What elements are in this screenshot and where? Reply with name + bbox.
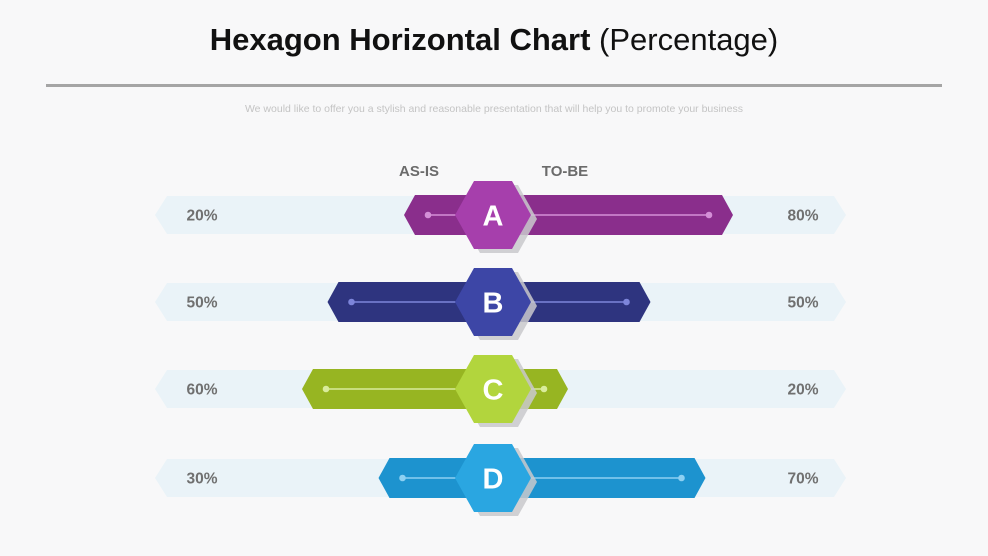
page-title: Hexagon Horizontal Chart (Percentage) [0,22,988,58]
to-be-value-d: 70% [787,471,818,488]
to-be-value-a: 80% [787,208,818,225]
to-be-dot-d [678,474,685,482]
to-be-value-b: 50% [787,295,818,312]
hexagon-b [455,268,531,336]
page-title-main: Hexagon Horizontal Chart [209,22,591,57]
hexagon-a [455,181,531,249]
as-is-dot-b [348,298,355,306]
as-is-value-d: 30% [186,471,217,488]
category-label-c: C [483,375,504,407]
as-is-value-b: 50% [186,295,217,312]
page-title-suffix: (Percentage) [599,22,779,57]
as-is-dot-c [322,385,330,393]
to-be-dot-c [540,385,548,393]
to-be-value-c: 20% [787,382,818,399]
category-label-b: B [483,288,504,320]
subtitle: We would like to offer you a stylish and… [244,103,744,115]
to-be-dot-a [705,211,713,219]
as-is-value-a: 20% [186,208,217,225]
as-is-dot-d [399,474,406,482]
hexagon-c [455,355,531,423]
column-header-as-is: AS-IS [399,163,439,180]
column-header-to-be: TO-BE [542,163,588,180]
title-divider [46,84,942,87]
category-label-a: A [483,201,504,233]
hexagon-d [455,444,531,512]
as-is-dot-a [424,211,432,219]
as-is-value-c: 60% [186,382,217,399]
to-be-dot-b [623,298,630,306]
category-label-d: D [483,464,504,496]
